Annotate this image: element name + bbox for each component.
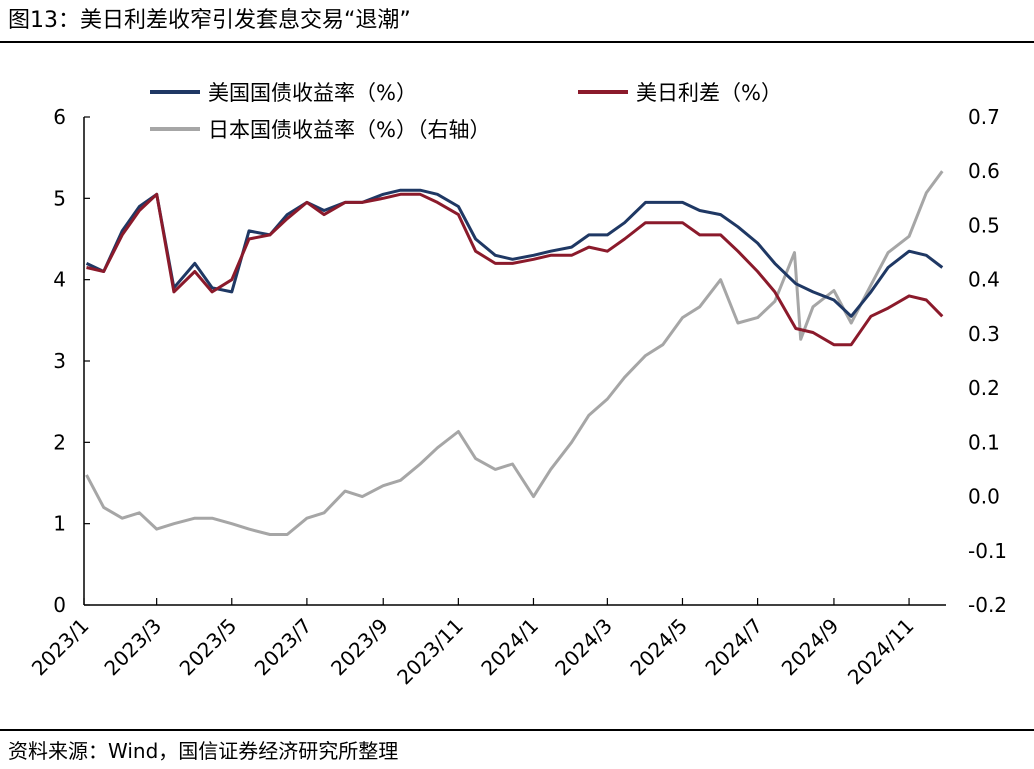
left-tick-label: 2 [53,430,66,454]
series-line-1 [86,192,944,347]
legend-label-0: 美国国债收益率（%） [208,81,417,105]
x-tick-label: 2023/3 [99,614,166,681]
series-line-0 [85,188,944,318]
legend-label-1: 美日利差（%） [636,81,782,105]
x-tick-label: 2024/3 [550,614,617,681]
x-tick-label: 2024/5 [625,614,692,681]
right-tick-label: 0.0 [968,485,1000,509]
chart-legend: 美国国债收益率（%） 美日利差（%） 日本国债收益率（%）（右轴） [150,81,782,142]
chart: 0 1 2 3 4 5 6 0.7 0.6 0.5 0.4 0.3 0.2 0.1 0.0 -0.1 -0.2 2… [27,81,1007,689]
right-tick-label: 0.1 [968,430,1000,454]
left-tick-label: 1 [53,512,66,536]
figure-title: 图13：美日利差收窄引发套息交易“退潮” [8,8,411,33]
right-tick-label: 0.4 [968,268,1000,292]
right-tick-label: -0.2 [968,593,1007,617]
left-tick-label: 5 [53,186,66,210]
x-tick-label: 2023/11 [392,614,468,690]
x-tick-label: 2023/5 [175,614,242,681]
source-rule [0,729,1034,731]
chart-axes: 0 1 2 3 4 5 6 0.7 0.6 0.5 0.4 0.3 0.2 0.1 0.0 -0.1 -0.2 2… [27,105,1007,689]
right-tick-label: 0.5 [968,213,1000,237]
x-tick-label: 2024/1 [476,614,543,681]
x-tick-label: 2024/11 [843,614,919,690]
right-tick-label: 0.3 [968,322,1000,346]
figure-source: 资料来源：Wind，国信证券经济研究所整理 [8,739,399,763]
legend-label-2: 日本国债收益率（%）（右轴） [208,118,490,142]
left-tick-label: 0 [53,593,66,617]
left-tick-label: 3 [53,349,66,373]
x-tick-label: 2024/7 [700,614,767,681]
left-tick-label: 6 [53,105,66,129]
x-tick-label: 2023/1 [27,614,94,681]
x-tick-label: 2024/9 [777,614,844,681]
x-tick-label: 2023/7 [250,614,317,681]
left-tick-label: 4 [53,268,66,292]
chart-lines [85,170,944,536]
right-tick-label: 0.2 [968,376,1000,400]
x-tick-label: 2023/9 [326,614,393,681]
right-tick-label: 0.7 [968,105,1000,129]
title-rule [0,41,1034,43]
right-tick-label: 0.6 [968,159,1000,183]
right-tick-label: -0.1 [968,539,1007,563]
series-line-2 [85,170,944,536]
